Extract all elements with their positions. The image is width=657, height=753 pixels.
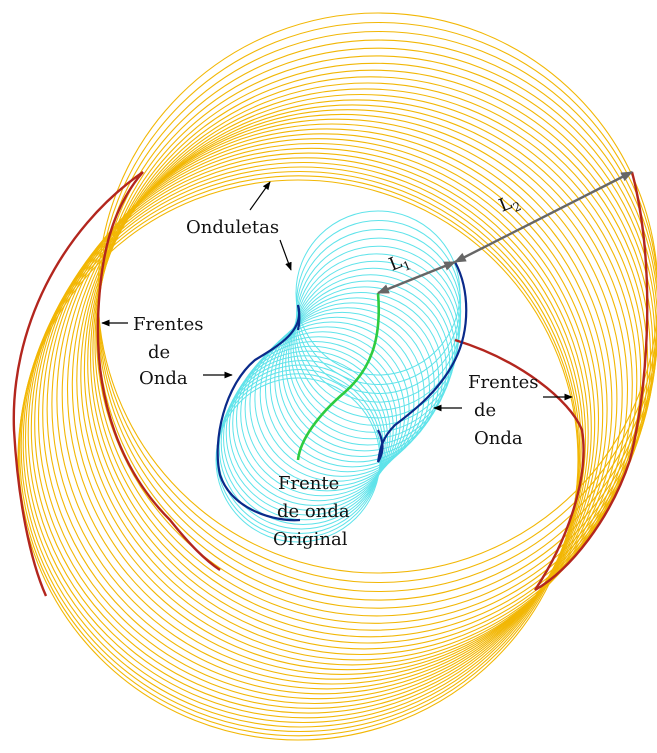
label-frentes-right-1: Frentes xyxy=(468,372,538,393)
inner-wavelets xyxy=(215,210,462,543)
outer-wavelet-circle xyxy=(71,104,633,666)
label-original-2: de onda xyxy=(277,501,350,522)
label-original-1: Frente xyxy=(278,473,339,494)
outer-front-right xyxy=(534,171,649,592)
outer-wavelet-circle xyxy=(34,142,596,705)
outer-wavelets xyxy=(17,12,657,741)
outer-wavelet-circle xyxy=(20,166,582,728)
outer-wavelet-circle xyxy=(94,62,656,624)
outer-wavelet-circle xyxy=(18,175,580,737)
outer-wavelet-circle xyxy=(30,147,592,709)
outer-wavelet-circle xyxy=(27,152,589,714)
outer-wavelet-circle xyxy=(56,118,618,680)
outer-wavelet-circle xyxy=(46,128,608,690)
pointer-onduletas-down xyxy=(279,239,292,271)
inner-front-left-cusp xyxy=(296,304,301,331)
inner-wavelet-circle xyxy=(288,274,453,440)
outer-wavelet-circle xyxy=(51,123,613,685)
outer-wavelet-circle xyxy=(80,93,642,656)
inner-wavelet-circle xyxy=(259,311,425,477)
inner-wavelet-circle xyxy=(223,355,388,521)
inner-wavelet-circle xyxy=(249,321,415,487)
inner-wavelet-circle xyxy=(225,350,391,516)
outer-front-left-rim xyxy=(12,171,144,597)
outer-wavelet-circle xyxy=(42,133,604,695)
inner-wavelet-circle xyxy=(265,307,430,473)
label-l1: L1 xyxy=(386,249,413,279)
original-wave-front xyxy=(296,292,380,461)
outer-front-left xyxy=(96,171,221,571)
outer-wavelet-circle xyxy=(19,170,581,733)
inner-wavelet-circle xyxy=(244,326,410,492)
inner-wavelet-circle xyxy=(269,302,435,468)
label-frentes-right-2: de xyxy=(474,400,496,421)
outer-wavelet-circle xyxy=(24,157,587,719)
outer-wavelet-circle xyxy=(97,12,657,574)
outer-wavelet-circle xyxy=(17,179,579,741)
outer-wavelet-circle xyxy=(66,109,629,671)
outer-wavelet-circle xyxy=(92,69,654,631)
inner-wavelet-circle xyxy=(240,331,406,497)
l1-arrow xyxy=(376,260,457,295)
inner-wavelet-circle xyxy=(274,297,440,463)
inner-wavelet-circle xyxy=(285,280,451,446)
label-frentes-right-3: Onda xyxy=(474,428,523,449)
inner-wavelet-circle xyxy=(281,286,447,452)
inner-wavelet-circle xyxy=(278,292,444,457)
inner-wavelet-circle xyxy=(236,336,401,502)
inner-wavelet-circle xyxy=(294,253,460,419)
inner-wavelet-circle xyxy=(220,360,386,525)
inner-front-right-cusp xyxy=(377,429,384,463)
outer-wavelet-circle xyxy=(61,113,623,675)
outer-wavelet-circle xyxy=(76,99,638,661)
label-onduletas: Onduletas xyxy=(186,217,279,238)
label-frentes-left-2: de xyxy=(148,342,170,363)
inner-front-right xyxy=(376,261,468,463)
inner-wavelet-circle xyxy=(254,316,420,482)
outer-wavelet-circle xyxy=(37,138,600,700)
outer-wavelet-circle xyxy=(89,76,652,638)
outer-wavelet-circle xyxy=(87,82,649,644)
l2-arrow xyxy=(453,170,634,264)
pointer-onduletas-up xyxy=(249,181,271,211)
inner-front-left xyxy=(216,304,301,522)
inner-wavelet-circle xyxy=(290,267,456,433)
label-original-3: Original xyxy=(273,529,348,550)
label-frentes-left-3: Onda xyxy=(139,368,188,389)
label-frentes-left-1: Frentes xyxy=(133,314,203,335)
outer-front-right-inner xyxy=(454,338,585,591)
